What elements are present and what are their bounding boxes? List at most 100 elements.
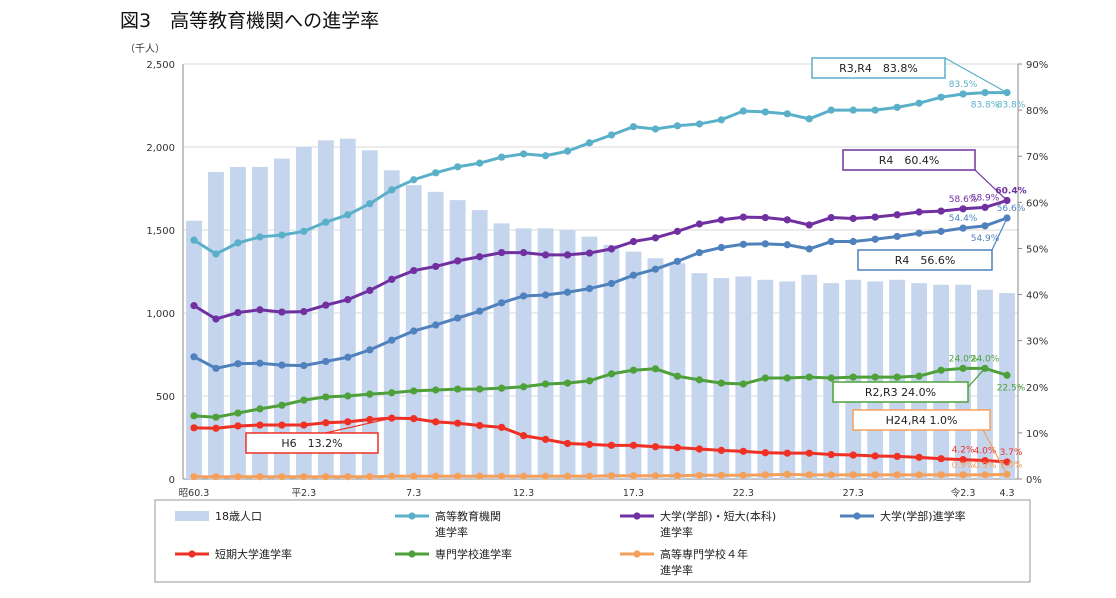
data-point-1 [541, 251, 550, 259]
data-point-0 [498, 153, 506, 161]
data-point-1 [190, 302, 198, 310]
data-point-5 [871, 471, 879, 479]
data-point-2 [388, 336, 396, 344]
data-point-1 [937, 207, 945, 215]
data-point-4 [651, 365, 660, 373]
y-left-tick-label: 2,000 [146, 143, 175, 154]
callout-box-5 [852, 409, 991, 431]
legend-swatch-marker [633, 512, 641, 520]
legend-swatch-marker [853, 512, 861, 520]
data-point-2 [344, 353, 352, 361]
data-point-0 [541, 152, 550, 160]
bar-18yo-population [515, 228, 532, 479]
data-point-5 [256, 473, 264, 481]
data-point-3 [1003, 458, 1011, 466]
data-point-3 [212, 424, 220, 432]
bar-18yo-population [735, 276, 752, 479]
data-point-5 [476, 472, 484, 480]
y-left-tick-label: 1,000 [146, 309, 175, 320]
series-line-4 [193, 366, 1008, 419]
callout-text-4: R2,R3 24.0% [865, 386, 936, 399]
data-point-5 [234, 473, 242, 481]
data-point-4 [695, 376, 703, 384]
bar-18yo-population [977, 289, 993, 479]
y-left-unit: （千人） [125, 43, 165, 55]
data-point-0 [585, 139, 594, 147]
x-tick-label: 27.3 [843, 488, 864, 499]
data-point-2 [190, 353, 198, 361]
x-tick-label: 4.3 [999, 488, 1014, 499]
data-point-1 [585, 249, 594, 257]
series-line-0 [193, 91, 1008, 256]
data-point-1 [410, 266, 418, 275]
bar-18yo-population [581, 236, 598, 479]
data-point-0 [761, 108, 769, 116]
data-point-5 [519, 472, 528, 480]
y-right-tick-label: 90% [1026, 60, 1048, 71]
data-point-5 [629, 472, 638, 480]
data-point-0 [959, 90, 967, 98]
data-point-3 [937, 455, 945, 463]
data-point-5 [739, 471, 747, 479]
data-point-3 [432, 418, 440, 426]
data-point-0 [322, 218, 330, 226]
data-point-3 [454, 419, 462, 427]
data-point-0 [432, 169, 440, 177]
bar-18yo-population [273, 158, 290, 479]
callout-text-1: R4 60.4% [879, 154, 940, 167]
data-point-3 [344, 418, 352, 426]
data-point-0 [563, 147, 572, 155]
data-label-3: 4.0% [974, 447, 997, 457]
data-point-4 [783, 374, 791, 382]
legend-swatch-bar [175, 511, 209, 521]
data-point-2 [937, 227, 945, 235]
data-point-5 [893, 471, 901, 479]
data-point-4 [827, 374, 835, 382]
data-point-3 [871, 452, 879, 460]
bar-18yo-population [251, 166, 268, 480]
y-left-tick-label: 1,500 [146, 226, 175, 237]
data-point-1 [827, 213, 835, 222]
bar-18yo-population [339, 138, 356, 479]
data-point-2 [322, 357, 330, 366]
callout-box-2 [857, 249, 993, 271]
data-point-2 [432, 321, 440, 329]
data-point-5 [959, 471, 967, 479]
bar-18yo-population [691, 273, 708, 479]
data-point-3 [739, 447, 747, 455]
data-point-0 [739, 107, 747, 115]
bar-18yo-population [713, 278, 730, 479]
data-point-1 [454, 257, 462, 265]
data-point-0 [827, 106, 835, 114]
data-point-2 [476, 307, 484, 315]
data-point-1 [673, 227, 682, 235]
data-point-3 [827, 450, 835, 459]
data-point-1 [322, 301, 330, 309]
data-point-5 [585, 472, 594, 480]
bar-18yo-population [383, 170, 400, 480]
data-point-1 [893, 211, 901, 219]
x-tick-label: 昭60.3 [179, 488, 210, 499]
x-tick-label: 令2.3 [951, 487, 976, 499]
data-point-1 [607, 245, 616, 253]
data-point-1 [432, 262, 440, 271]
data-point-0 [981, 88, 989, 97]
data-point-3 [563, 439, 572, 448]
data-point-0 [476, 159, 484, 167]
data-point-1 [344, 296, 352, 304]
data-point-5 [915, 471, 923, 479]
y-right-tick-label: 10% [1026, 429, 1048, 440]
data-point-1 [498, 248, 506, 257]
data-point-2 [366, 346, 374, 354]
bar-18yo-population [208, 171, 224, 479]
y-right-tick-label: 20% [1026, 383, 1048, 394]
data-point-2 [915, 229, 923, 237]
bar-18yo-population [361, 150, 378, 479]
data-point-3 [256, 421, 264, 429]
x-tick-label: 平2.3 [292, 488, 317, 499]
data-point-1 [476, 253, 484, 261]
y-left-tick-label: 2,500 [146, 60, 175, 71]
callout-leader-5 [982, 429, 1008, 475]
data-point-5 [937, 471, 945, 479]
data-point-5 [827, 471, 835, 479]
